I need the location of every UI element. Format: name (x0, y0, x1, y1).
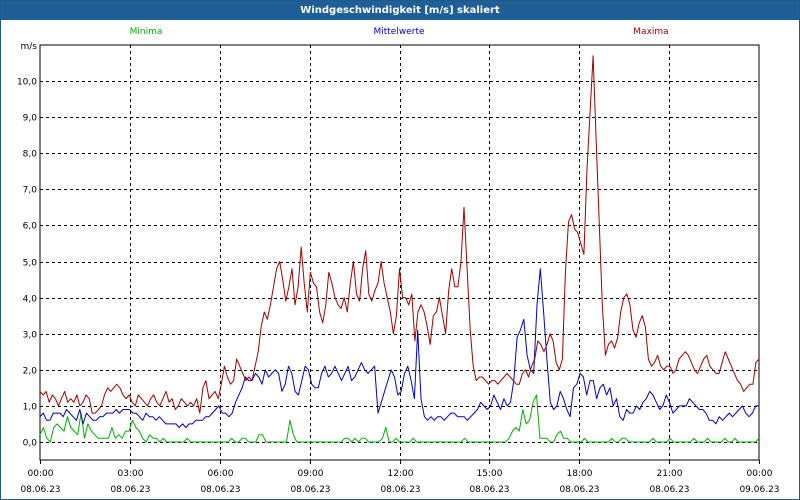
x-tick-date: 08.06.23 (290, 485, 330, 495)
y-tick-label: 8,0 (23, 150, 38, 160)
x-tick-date: 09.06.23 (739, 485, 779, 495)
y-tick-label: 1,0 (23, 403, 38, 413)
y-tick-label: 5,0 (23, 259, 38, 269)
x-tick-date: 08.06.23 (380, 485, 420, 495)
x-tick-time: 15:00 (477, 469, 503, 479)
y-tick-label: 7,0 (23, 186, 38, 196)
y-tick-label: 10,0 (17, 78, 37, 88)
x-tick-time: 18:00 (567, 469, 593, 479)
y-axis-unit-label: m/s (21, 42, 38, 52)
x-tick-time: 00:00 (28, 469, 54, 479)
y-tick-label: 2,0 (23, 367, 38, 377)
x-tick-time: 03:00 (118, 469, 144, 479)
y-tick-label: 6,0 (23, 222, 38, 232)
plot-frame (39, 44, 760, 461)
x-tick-date: 08.06.23 (649, 485, 689, 495)
legend-layer: Minima Mittelwerte Maxima (130, 27, 669, 37)
x-tick-time: 06:00 (208, 469, 234, 479)
wind-speed-chart: 0,0 1,0 2,0 3,0 4,0 5,0 6,0 7,0 8,0 9,0 10,0 m/s 00:… (17, 27, 780, 495)
window-title: Windgeschwindigkeit [m/s] skaliert (1, 1, 799, 20)
x-tick-time: 12:00 (388, 469, 414, 479)
y-tick-label: 9,0 (23, 114, 38, 124)
x-tick-time: 09:00 (298, 469, 324, 479)
legend-maxima: Maxima (633, 27, 668, 37)
grid-layer (39, 44, 760, 461)
series-line-mittelwerte (39, 268, 759, 428)
x-tick-date: 08.06.23 (200, 485, 240, 495)
x-tick-date: 08.06.23 (559, 485, 599, 495)
legend-minima: Minima (130, 27, 163, 37)
y-tick-label: 3,0 (23, 331, 38, 341)
x-tick-time: 21:00 (657, 469, 683, 479)
y-tick-label: 0,0 (23, 439, 38, 449)
axis-layer: 0,0 1,0 2,0 3,0 4,0 5,0 6,0 7,0 8,0 9,0 10,0 m/s 00:… (17, 42, 780, 495)
series-line-minima (39, 394, 760, 443)
x-tick-date: 08.06.23 (20, 485, 60, 495)
chart-area: 0,0 1,0 2,0 3,0 4,0 5,0 6,0 7,0 8,0 9,0 10,0 m/s 00:… (1, 20, 799, 499)
series-layer (39, 55, 760, 443)
y-tick-label: 4,0 (23, 295, 38, 305)
x-tick-date: 08.06.23 (110, 485, 150, 495)
x-tick-time: 00:00 (747, 469, 773, 479)
x-tick-date: 08.06.23 (469, 485, 509, 495)
legend-mittelwerte: Mittelwerte (373, 27, 424, 37)
series-line-maxima (39, 55, 760, 414)
